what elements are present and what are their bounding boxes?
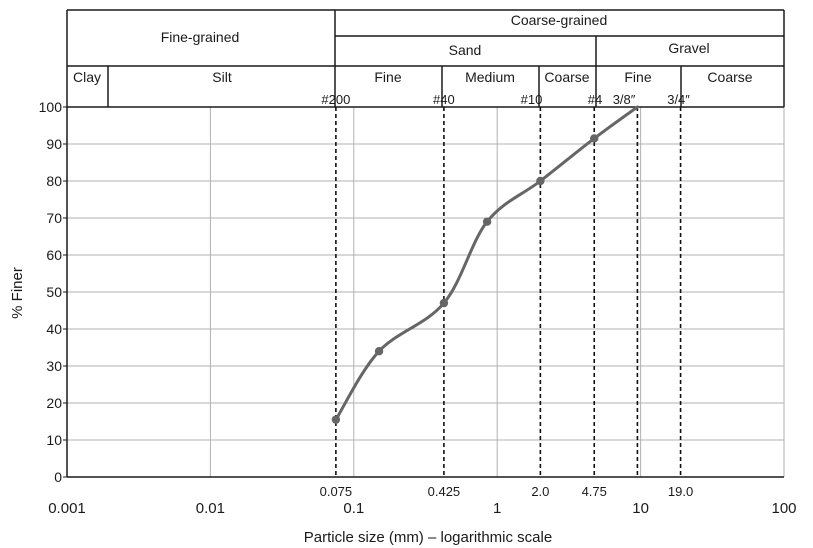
sieve-label: #200 xyxy=(321,92,350,107)
y-tick-label: 50 xyxy=(46,284,62,300)
data-point xyxy=(439,298,449,308)
sieve-label: #10 xyxy=(521,92,543,107)
sieve-reference-lines: #200 0.075 #40 0.425 #10 2.0 #4 4.75 3/8″ 3/4″ 19.… xyxy=(320,92,694,499)
data-point xyxy=(374,347,384,356)
y-tick-label: 60 xyxy=(46,247,62,263)
fine-grained-label: Fine-grained xyxy=(161,29,240,45)
gravel-label: Gravel xyxy=(668,40,709,56)
coarse-grained-label: Coarse-grained xyxy=(511,12,608,28)
data-point xyxy=(331,415,341,424)
x-tick-label: 1 xyxy=(493,500,501,517)
x-tick-label: 0.01 xyxy=(196,500,225,517)
sand-label: Sand xyxy=(449,42,482,58)
y-tick-label: 0 xyxy=(54,469,62,485)
sieve-label: #4 xyxy=(588,92,602,107)
data-point xyxy=(536,176,545,186)
y-tick-label: 30 xyxy=(46,358,62,374)
grading-curve xyxy=(334,105,639,422)
gravel-coarse-label: Coarse xyxy=(707,69,752,85)
sieve-size-label: 19.0 xyxy=(668,484,693,499)
sieve-label: 3/4″ xyxy=(667,92,690,107)
data-series xyxy=(331,105,639,424)
silt-label: Silt xyxy=(212,69,232,85)
classification-header: Fine-grained Coarse-grained Sand Gravel … xyxy=(66,9,785,108)
y-tick-label: 40 xyxy=(46,321,62,337)
y-tick-label: 100 xyxy=(39,99,63,115)
y-tick-label: 10 xyxy=(46,432,62,448)
sieve-size-label: 0.425 xyxy=(428,484,461,499)
sand-coarse-label: Coarse xyxy=(544,69,589,85)
y-tick-label: 90 xyxy=(46,136,62,152)
x-tick-label: 10 xyxy=(632,500,649,517)
axes: 0 10 20 30 40 50 60 70 80 90 100 0.001 0.01 0.1 1 10 100 xyxy=(39,99,797,517)
sieve-size-label: 2.0 xyxy=(531,484,549,499)
y-tick-label: 20 xyxy=(46,395,62,411)
x-tick-label: 0.001 xyxy=(48,500,86,517)
y-tick-label: 70 xyxy=(46,210,62,226)
y-tick-label: 80 xyxy=(46,173,62,189)
data-point xyxy=(590,134,599,143)
y-axis-title: % Finer xyxy=(9,267,26,319)
x-tick-label: 0.1 xyxy=(343,500,364,517)
gridlines xyxy=(67,107,785,477)
data-point xyxy=(482,217,492,226)
sieve-label: 3/8″ xyxy=(613,92,636,107)
x-axis-title: Particle size (mm) – logarithmic scale xyxy=(304,529,552,546)
sand-medium-label: Medium xyxy=(465,69,515,85)
gravel-fine-label: Fine xyxy=(624,69,651,85)
sieve-size-label: 4.75 xyxy=(582,484,607,499)
clay-label: Clay xyxy=(73,69,101,85)
sand-fine-label: Fine xyxy=(374,69,401,85)
sieve-size-label: 0.075 xyxy=(320,484,353,499)
x-tick-label: 100 xyxy=(771,500,796,517)
sieve-label: #40 xyxy=(433,92,455,107)
